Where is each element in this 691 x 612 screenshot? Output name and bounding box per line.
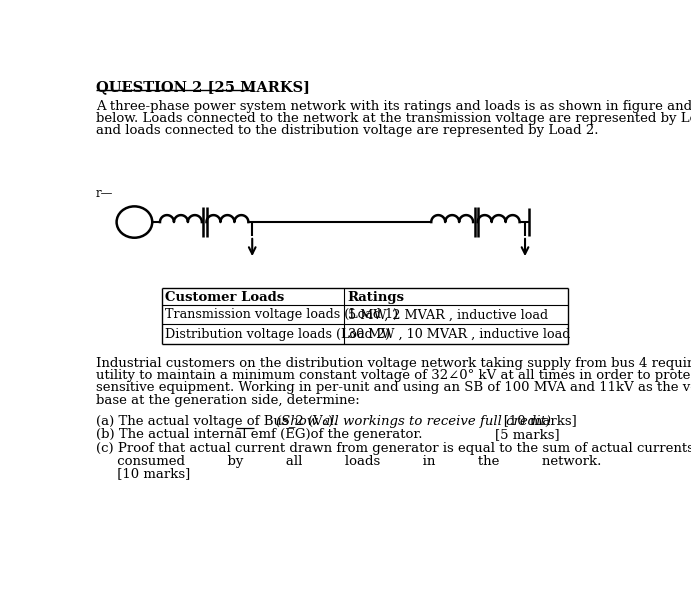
Text: [5 marks]: [5 marks] [495,428,560,441]
Text: Industrial customers on the distribution voltage network taking supply from bus : Industrial customers on the distribution… [95,357,691,370]
Text: QUESTION 2 [25 MARKS]: QUESTION 2 [25 MARKS] [95,80,310,94]
Text: Ratings: Ratings [348,291,404,304]
Text: consumed          by          all          loads          in          the       : consumed by all loads in the [95,455,601,468]
Text: Transmission voltage loads (Load 1): Transmission voltage loads (Load 1) [165,308,399,321]
Text: below. Loads connected to the network at the transmission voltage are represente: below. Loads connected to the network at… [95,112,691,125]
Text: r—: r— [95,187,113,200]
Text: 30 MW , 10 MVAR , inductive load: 30 MW , 10 MVAR , inductive load [348,327,570,340]
Text: 5 MW, 2 MVAR , inductive load: 5 MW, 2 MVAR , inductive load [348,308,548,321]
Text: (Show all workings to receive full credit): (Show all workings to receive full credi… [276,414,551,428]
Text: Distribution voltage loads (Load 2): Distribution voltage loads (Load 2) [165,327,390,340]
Text: (a) The actual voltage of Bus_2 (V₂).: (a) The actual voltage of Bus_2 (V₂). [95,414,354,428]
Text: utility to maintain a minimum constant voltage of 32∠0° kV at all times in order: utility to maintain a minimum constant v… [95,369,691,382]
Text: and loads connected to the distribution voltage are represented by Load 2.: and loads connected to the distribution … [95,124,598,137]
Text: A three-phase power system network with its ratings and loads is as shown in fig: A three-phase power system network with … [95,100,691,113]
Text: base at the generation side, determine:: base at the generation side, determine: [95,394,359,407]
Text: [10 marks]: [10 marks] [95,467,190,480]
Text: Customer Loads: Customer Loads [165,291,285,304]
Text: sensitive equipment. Working in per-unit and using an SB of 100 MVA and 11kV as : sensitive equipment. Working in per-unit… [95,381,691,395]
Text: (b) The actual internal emf (EG)of the generator.: (b) The actual internal emf (EG)of the g… [95,428,422,441]
Text: (c) Proof that actual current drawn from generator is equal to the sum of actual: (c) Proof that actual current drawn from… [95,442,691,455]
Text: [10 marks]: [10 marks] [491,414,577,428]
